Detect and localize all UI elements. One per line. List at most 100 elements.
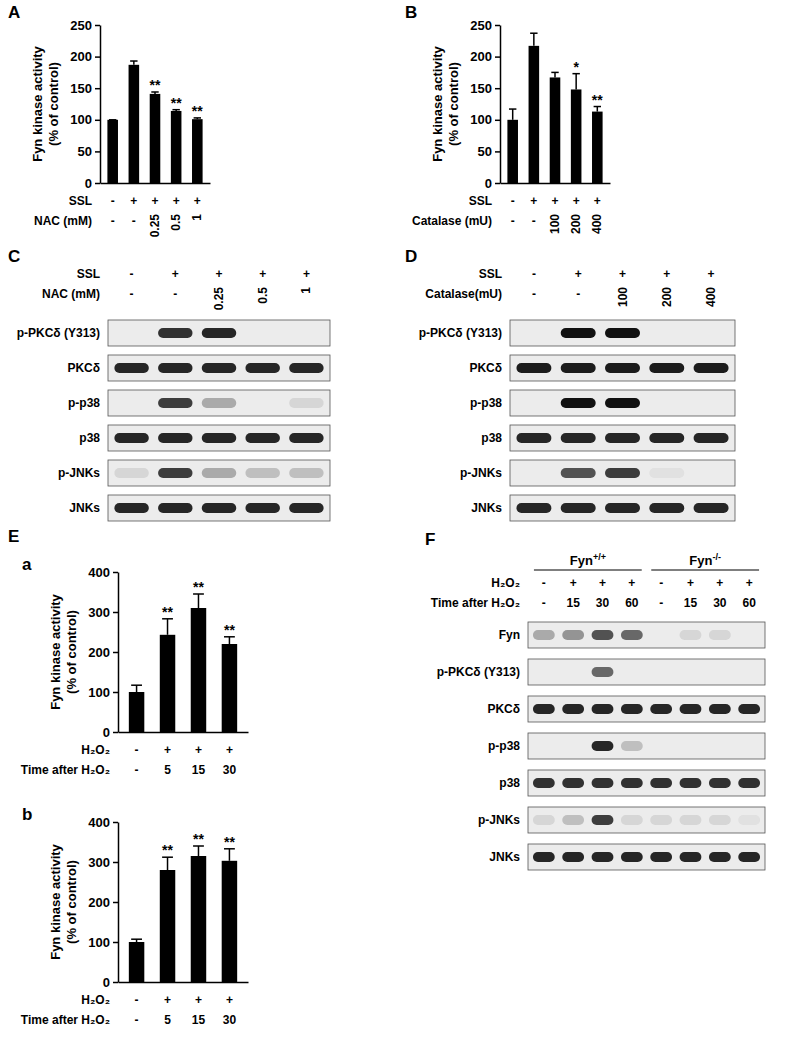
blot-band [516,468,551,478]
y-tick-label: 100 [88,685,110,700]
blot-band [158,363,192,373]
y-tick: 0 [485,176,500,191]
figure: AFyn kinase activity(% of control)******… [0,0,796,1050]
panel-label: B [405,3,417,22]
error-bar [575,74,577,90]
blot-strip [510,495,735,521]
bar [129,942,144,982]
blot-band [694,433,729,443]
condition-value: - [532,287,536,301]
blot-strip [510,390,735,416]
blot-strip [108,390,330,416]
error-bar [512,109,514,120]
y-axis: 050100150200250 [470,18,500,191]
blot-band [621,704,643,714]
error-cap [131,684,142,686]
bar [150,94,161,183]
blot-band [592,852,614,862]
error-bar [167,857,169,870]
blot-row-label: p-PKCδ (Y313) [419,326,502,340]
blot-band [289,433,323,443]
y-tick-mark [95,25,100,27]
condition-value: 60 [742,596,756,610]
condition-value: - [511,214,515,228]
bar [592,112,603,183]
condition-value: 0.25 [212,287,226,311]
condition-value: + [226,993,233,1007]
blot-strip [108,460,330,486]
panel-label: A [8,3,20,22]
y-axis: 0100200300400 [88,815,118,990]
blot-band [650,741,672,751]
blot-row-label: p-JNKs [460,466,502,480]
y-tick: 400 [88,565,118,580]
bar-panel: BFyn kinase activity(% of control)***050… [405,3,611,234]
y-axis-title: (% of control) [446,62,461,146]
blot-band [158,328,192,338]
condition-value: - [130,287,134,301]
plot-marks [129,594,237,732]
y-tick: 150 [70,81,100,96]
blot-row-label: p-JNKs [478,813,520,827]
y-tick-mark [95,88,100,90]
blot-strip [528,844,765,870]
condition-label: Time after H₂O₂ [431,596,520,610]
blot-band [650,667,672,677]
figure-container: AFyn kinase activity(% of control)******… [0,0,796,1050]
y-tick: 50 [478,144,500,159]
condition-value: + [303,267,310,281]
condition-value: + [663,267,670,281]
blot-band [650,630,672,640]
error-bar [136,685,138,692]
blot-panel: DSSL-++++Catalase(mU)--100200400p-PKCδ (… [405,247,735,521]
bar [191,608,206,732]
y-tick-label: 50 [78,144,92,159]
blot-band [738,778,760,788]
blot-band [561,468,596,478]
bar [222,861,237,982]
blot-row-label: PKCδ [469,361,502,375]
x-axis-line [119,732,249,734]
condition-value: - [135,743,139,757]
panel-label: C [8,247,20,266]
blot-band [738,852,760,862]
blot-band [709,741,731,751]
y-tick-mark [113,982,118,984]
blot-band [562,667,584,677]
y-axis-title: (% of control) [46,62,61,146]
blot-band [533,852,555,862]
blot-row-label: p38 [481,431,502,445]
error-bar [198,594,200,608]
y-axis-title: (% of control) [64,860,79,944]
blot-row-label: p38 [79,431,100,445]
condition-value: - [111,214,115,228]
blot-row-label: p-p38 [470,396,502,410]
blot-band [621,741,643,751]
blot-band [694,398,729,408]
error-cap [509,108,516,110]
condition-value: 15 [192,1013,206,1027]
y-tick: 150 [470,81,500,96]
blot-band [738,630,760,640]
y-axis-line [500,26,502,184]
y-tick-label: 300 [88,605,110,620]
blot-band [709,852,731,862]
blot-band [533,704,555,714]
condition-value: 100 [548,214,562,234]
blot-band [709,630,731,640]
error-bar [533,33,535,46]
condition-value: - [659,576,663,590]
y-tick: 400 [88,815,118,830]
blot-band [709,667,731,677]
blot-row-label: JNKs [471,501,502,515]
blot-band [592,815,614,825]
condition-value: 200 [569,214,583,234]
panel-label: a [22,555,32,574]
blot-band [694,503,729,513]
group-label-base: Fyn [689,553,712,568]
blot-band [738,704,760,714]
blot-band [289,398,323,408]
blot-row-label: JNKs [489,850,520,864]
y-tick-label: 150 [470,81,492,96]
condition-value: + [599,576,606,590]
